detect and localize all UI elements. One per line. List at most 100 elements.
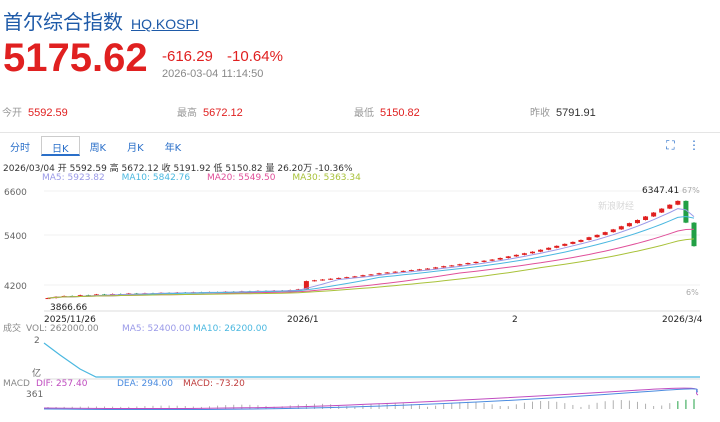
more-icon[interactable]: ⋮ <box>688 138 700 152</box>
candle-body <box>610 229 616 233</box>
candle-body <box>521 253 527 255</box>
candle-body <box>634 219 640 224</box>
stat-high-value: 5672.12 <box>203 107 243 119</box>
ma-lines-group <box>47 208 695 299</box>
candle-body <box>570 241 576 244</box>
candle-body <box>376 273 382 275</box>
candle-body <box>336 277 342 279</box>
candle-body <box>554 245 560 248</box>
candle-body <box>546 247 552 250</box>
pct-tick-bottom: 6% <box>686 288 699 297</box>
macd-axis-top: 361 <box>26 390 43 400</box>
ma10-line <box>47 215 695 299</box>
candle-body <box>618 226 624 230</box>
macd-dif: DIF: 257.40 <box>36 379 88 389</box>
candle-body <box>659 208 665 213</box>
candle-body <box>473 261 479 264</box>
tab-daily-k[interactable]: 日K <box>41 136 80 156</box>
candle-body <box>392 271 398 273</box>
candle-body <box>303 281 309 290</box>
period-tabs: 分时 日K 周K 月K 年K <box>0 136 192 156</box>
candles-group <box>45 200 697 300</box>
candle-body <box>400 270 406 272</box>
candle-body <box>368 274 374 276</box>
index-title: 首尔综合指数 <box>3 10 123 34</box>
stat-low: 最低 5150.82 <box>354 104 420 119</box>
tab-weekly-k[interactable]: 周K <box>89 143 107 154</box>
candle-body <box>416 269 422 271</box>
tab-monthly-k[interactable]: 月K <box>127 143 144 154</box>
tab-intraday[interactable]: 分时 <box>10 143 30 154</box>
volume-ma-line <box>43 342 700 378</box>
candle-body <box>441 266 447 268</box>
candle-body <box>360 275 366 277</box>
candle-body <box>643 216 649 220</box>
candle-body <box>602 232 608 235</box>
stat-open-value: 5592.59 <box>28 107 68 119</box>
change-percent: -10.64% <box>227 48 283 65</box>
candle-body <box>408 270 414 272</box>
macd-label: MACD <box>3 379 30 389</box>
stat-open-label: 今开 <box>2 108 22 119</box>
volume-unit: 亿 <box>32 367 41 379</box>
candle-body <box>344 277 350 279</box>
stat-low-label: 最低 <box>354 108 374 119</box>
index-code-link[interactable]: HQ.KOSPI <box>131 16 199 32</box>
candle-body <box>530 251 535 254</box>
candle-body <box>586 237 592 240</box>
candle-body <box>513 254 519 257</box>
fullscreen-icon[interactable]: ⛶ <box>666 138 675 152</box>
chart-toolbar: ⛶ ⋮ <box>656 138 700 153</box>
macd-dea-line <box>43 388 699 411</box>
candle-body <box>352 276 358 278</box>
candle-body <box>538 249 544 252</box>
tab-yearly-k[interactable]: 年K <box>164 143 182 154</box>
candle-body <box>45 298 51 300</box>
stat-high: 最高 5672.12 <box>177 104 243 119</box>
candle-body <box>578 239 584 242</box>
change-row: -616.29 -10.64% <box>162 48 293 65</box>
candle-body <box>93 294 99 296</box>
candle-body <box>320 279 326 281</box>
candle-body <box>626 223 632 227</box>
ma30-line <box>47 238 695 299</box>
candlestick-chart[interactable]: 6600 5400 4200 67% 6% 新浪财经 6347.41 3866.… <box>0 133 720 422</box>
macd-dea: DEA: 294.00 <box>117 379 173 389</box>
quote-header: 首尔综合指数 HQ.KOSPI 5175.62 -616.29 -10.64% … <box>0 0 720 130</box>
pct-tick-top: 67% <box>682 186 700 195</box>
candle-body <box>77 295 83 297</box>
macd-dif-line <box>43 387 699 410</box>
date-tick-jan: 2026/1 <box>287 315 319 325</box>
candle-body <box>457 264 463 266</box>
price-tick-6600: 6600 <box>4 188 27 198</box>
stat-open: 今开 5592.59 <box>2 104 68 119</box>
candle-body <box>683 200 689 223</box>
stat-prev-value: 5791.91 <box>556 107 596 119</box>
macd-value: MACD: -73.20 <box>183 379 245 389</box>
quote-time: 2026-03-04 11:14:50 <box>162 68 264 80</box>
date-tick-feb: 2 <box>512 315 518 325</box>
watermark: 新浪财经 <box>598 200 634 212</box>
candle-body <box>328 278 334 280</box>
stat-prev-label: 昨收 <box>530 108 550 119</box>
date-tick-end: 2026/3/4 <box>662 315 703 325</box>
candle-body <box>667 204 673 209</box>
candle-body <box>489 259 495 261</box>
ma20-label: MA20: 5549.50 <box>207 173 276 183</box>
title-row: 首尔综合指数 HQ.KOSPI <box>3 6 199 35</box>
price-tick-5400: 5400 <box>4 232 27 242</box>
candle-body <box>691 222 697 247</box>
volume-ma5: MA5: 52400.00 <box>122 324 191 334</box>
candle-body <box>449 265 455 267</box>
stat-low-value: 5150.82 <box>380 107 420 119</box>
candle-body <box>433 267 439 269</box>
candle-body <box>675 200 681 205</box>
min-price-label: 3866.66 <box>50 303 87 313</box>
candle-body <box>651 212 657 217</box>
price-tick-4200: 4200 <box>4 282 27 292</box>
candle-body <box>562 243 568 246</box>
candle-body <box>425 268 431 270</box>
candle-body <box>481 260 487 262</box>
candle-body <box>505 256 511 258</box>
ma5-line <box>47 208 695 299</box>
